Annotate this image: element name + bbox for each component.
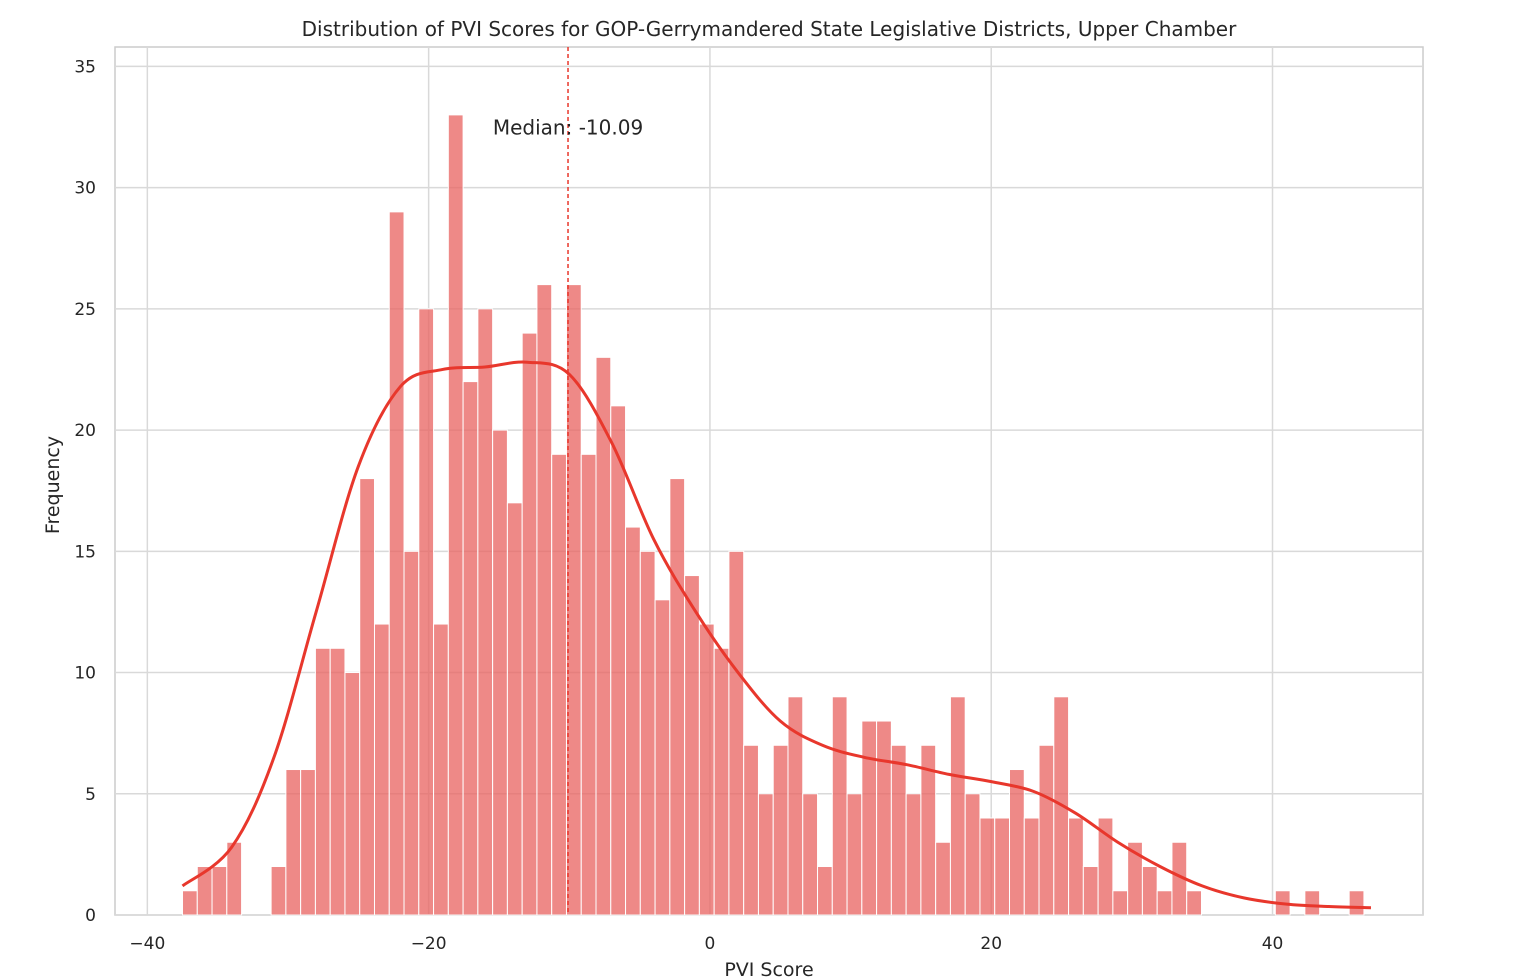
histogram-bar (595, 356, 612, 916)
histogram-bar (359, 478, 375, 916)
x-tick-label: 20 (980, 934, 1002, 954)
x-axis-ticks: −40 −20 0 20 40 (129, 934, 1283, 954)
histogram-bar (1023, 817, 1040, 916)
histogram-bar (344, 672, 361, 916)
histogram-bar (1068, 817, 1084, 916)
y-tick-label: 35 (74, 57, 96, 77)
histogram-bar (994, 817, 1011, 916)
y-tick-label: 15 (74, 542, 96, 562)
histogram-bar (625, 526, 641, 916)
histogram-bar (1112, 890, 1129, 916)
histogram-bar (684, 575, 700, 916)
histogram-bar (890, 744, 907, 916)
histogram-bar (1141, 866, 1158, 916)
histogram-bar (1009, 769, 1025, 916)
y-tick-label: 0 (85, 906, 96, 926)
histogram-bar (462, 381, 479, 916)
histogram-bar (536, 284, 553, 916)
histogram-bar (373, 623, 390, 916)
histogram-bar (876, 720, 892, 916)
histogram-bar (506, 502, 523, 916)
histogram-bar (728, 550, 745, 916)
histogram-bar (1038, 744, 1055, 916)
kde-curve (181, 360, 1372, 910)
y-tick-label: 20 (74, 421, 96, 441)
histogram-bar (285, 769, 302, 916)
histogram-bar (433, 623, 449, 916)
histogram-bar (403, 550, 420, 916)
histogram-bar (964, 793, 981, 916)
histogram-bar (182, 890, 198, 916)
y-tick-label: 5 (85, 785, 96, 805)
histogram-bar (1348, 890, 1365, 916)
histogram-bar (610, 405, 627, 916)
histogram-bar (861, 720, 878, 916)
histogram-bar (639, 550, 656, 916)
histogram-bar (669, 478, 686, 916)
x-tick-label: 0 (705, 934, 716, 954)
histogram-bar (388, 211, 405, 916)
y-tick-label: 30 (74, 179, 96, 199)
x-axis-label: PVI Score (724, 959, 813, 980)
histogram-bar (477, 308, 494, 916)
y-axis-ticks: 0 5 10 15 20 25 30 35 (74, 57, 96, 926)
histogram-bar (846, 793, 863, 916)
histogram-bar (521, 332, 538, 916)
histogram-bar (935, 841, 951, 916)
histogram-bar (1186, 890, 1202, 916)
median-label: Median: -10.09 (493, 115, 643, 139)
histogram-bars (182, 114, 1365, 916)
histogram-bar (817, 866, 833, 916)
histogram-bar (743, 744, 759, 916)
histogram-bar (1304, 890, 1321, 916)
histogram-bar (580, 453, 597, 916)
histogram-bar (329, 647, 346, 916)
histogram-bar (654, 599, 671, 916)
y-tick-label: 10 (74, 664, 96, 684)
histogram-bar (831, 696, 848, 916)
x-tick-label: 40 (1262, 934, 1284, 954)
histogram-bar (226, 841, 243, 916)
x-tick-label: −40 (129, 934, 165, 954)
histogram-bar (270, 866, 287, 916)
histogram-bar (698, 623, 715, 916)
histogram-bar (492, 429, 508, 916)
histogram-bar (447, 114, 464, 916)
histogram-bar (920, 744, 937, 916)
histogram-bar (905, 793, 922, 916)
histogram-bar (979, 817, 996, 916)
histogram-bar (418, 308, 435, 916)
histogram-bar (1097, 817, 1114, 916)
histogram-bar (713, 647, 730, 916)
chart-title: Distribution of PVI Scores for GOP-Gerry… (302, 17, 1237, 41)
histogram-bar (949, 696, 966, 916)
y-tick-label: 25 (74, 300, 96, 320)
histogram-bar (802, 793, 819, 916)
histogram-bar (772, 744, 789, 916)
histogram-bar (314, 647, 331, 916)
histogram-bar (1082, 866, 1099, 916)
y-axis-label: Frequency (42, 436, 64, 534)
histogram-bar (551, 453, 567, 916)
histogram-bar (1156, 890, 1173, 916)
histogram-bar (757, 793, 774, 916)
x-tick-label: −20 (411, 934, 447, 954)
histogram-bar (211, 866, 228, 916)
histogram-bar (300, 769, 316, 916)
